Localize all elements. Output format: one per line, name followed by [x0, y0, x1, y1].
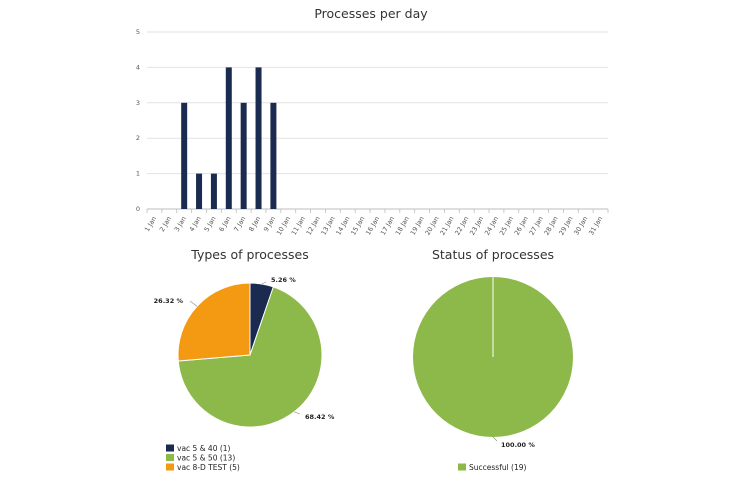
x-tick-label: 3 Jan — [173, 215, 188, 233]
x-tick-label: 7 Jan — [232, 215, 247, 233]
pie-data-label: 100.00 % — [501, 441, 535, 449]
pie-label-connector — [492, 436, 498, 442]
types-of-processes-chart: Types of processes 5.26 %68.42 %26.32 % … — [154, 247, 335, 472]
x-tick-label: 8 Jan — [247, 215, 262, 233]
x-tick-label: 4 Jan — [188, 215, 203, 233]
x-tick-label: 31 Jan — [587, 215, 604, 237]
legend-label: vac 5 & 50 (13) — [177, 454, 235, 463]
x-tick-label: 9 Jan — [262, 215, 277, 233]
legend-item[interactable]: vac 8-D TEST (5) — [166, 463, 240, 472]
bar[interactable] — [240, 102, 247, 209]
bar-chart-x-axis: 1 Jan 2 Jan 3 Jan 4 Jan 5 Jan 6 Jan 7 Jan 8 Jan… — [143, 209, 609, 237]
pie1-labels: 5.26 % 68.42 % 26.32 % — [154, 276, 335, 421]
pie2-legend[interactable]: Successful (19) — [458, 463, 527, 472]
legend-item[interactable]: Successful (19) — [458, 463, 527, 472]
bar[interactable] — [181, 102, 188, 209]
bar-chart-y-axis: 0 1 2 3 4 5 — [136, 28, 140, 213]
bar-chart-grid — [147, 31, 608, 210]
pie-slice[interactable] — [177, 282, 251, 362]
x-tick-label: 2 Jan — [158, 215, 173, 233]
bar[interactable] — [255, 67, 262, 210]
legend-swatch — [166, 444, 174, 452]
legend-label: Successful (19) — [469, 463, 527, 472]
bar-chart-bars — [181, 67, 277, 210]
legend-swatch — [458, 463, 466, 471]
pie2-title: Status of processes — [432, 247, 554, 262]
legend-label: vac 5 & 40 (1) — [177, 444, 231, 453]
bar[interactable] — [270, 102, 277, 209]
y-tick-label: 5 — [136, 28, 140, 36]
legend-item[interactable]: vac 5 & 50 (13) — [166, 454, 235, 463]
bar-chart-title: Processes per day — [314, 6, 428, 21]
pie-slice[interactable] — [177, 286, 323, 428]
y-tick-label: 4 — [136, 63, 140, 71]
y-tick-label: 2 — [136, 134, 140, 142]
pie-data-label: 68.42 % — [305, 413, 335, 421]
processes-per-day-chart: Processes per day 0 1 2 3 4 5 1 Jan 2 Jan 3 Jan… — [136, 6, 609, 237]
x-tick-label: 1 Jan — [143, 215, 158, 233]
bar[interactable] — [210, 173, 217, 209]
pie1-title: Types of processes — [190, 247, 308, 262]
pie1-legend[interactable]: vac 5 & 40 (1)vac 5 & 50 (13)vac 8-D TES… — [166, 444, 240, 472]
pie2-slices — [413, 277, 573, 437]
bar[interactable] — [225, 67, 232, 210]
x-tick-label: 5 Jan — [203, 215, 218, 233]
y-tick-label: 0 — [136, 205, 140, 213]
bar[interactable] — [196, 173, 203, 209]
y-tick-label: 1 — [136, 170, 140, 178]
legend-label: vac 8-D TEST (5) — [177, 463, 240, 472]
pie2-labels: 100.00 % — [492, 436, 535, 449]
pie-data-label: 5.26 % — [271, 276, 296, 284]
legend-swatch — [166, 454, 174, 461]
y-tick-label: 3 — [136, 99, 140, 107]
status-of-processes-chart: Status of processes 100.00 % Successful … — [413, 247, 573, 472]
legend-swatch — [166, 463, 174, 471]
pie-label-connector — [261, 281, 267, 285]
pie-label-connector — [294, 411, 301, 415]
pie-data-label: 26.32 % — [154, 297, 184, 305]
pie-label-connector — [189, 300, 198, 307]
legend-item[interactable]: vac 5 & 40 (1) — [166, 444, 231, 453]
x-tick-label: 6 Jan — [217, 215, 232, 233]
pie1-slices — [177, 282, 323, 428]
